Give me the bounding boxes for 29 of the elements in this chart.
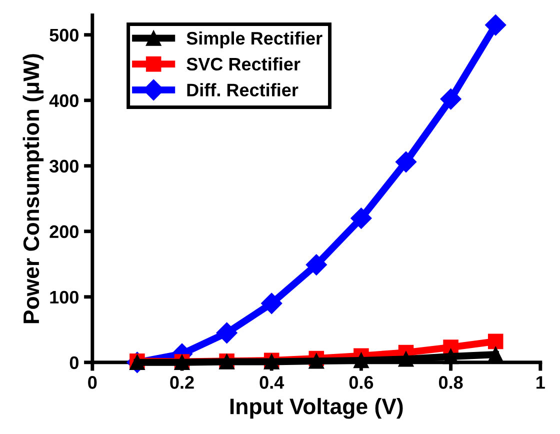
point: [488, 346, 504, 362]
y-tick-label: 200: [50, 225, 78, 238]
point: [440, 88, 462, 110]
point: [216, 322, 238, 344]
point: [350, 208, 372, 229]
point: [395, 151, 417, 172]
y-axis-title: Power Consumption (μW): [22, 54, 44, 324]
legend-label: Diff. Rectifier: [187, 83, 298, 96]
y-tick-label: 100: [50, 290, 78, 304]
point: [485, 14, 506, 36]
point: [261, 292, 282, 314]
x-tick-label: 0.4: [260, 376, 284, 389]
point: [398, 351, 414, 367]
point: [354, 352, 369, 368]
x-tick-label: 0.6: [349, 376, 374, 389]
y-tick-label: 300: [50, 160, 78, 173]
point: [488, 334, 504, 350]
legend-label: SVC Rectifier: [186, 57, 300, 71]
x-tick-label: 0.8: [438, 376, 463, 389]
y-tick-label: 400: [49, 94, 78, 108]
x-axis-title: Input Voltage (V): [230, 398, 403, 419]
y-tick-label: 0: [70, 356, 78, 370]
x-tick-label: 0: [88, 376, 97, 389]
point: [443, 348, 458, 364]
x-tick-label: 0.2: [170, 376, 194, 389]
point: [306, 254, 327, 276]
x-tick-label: 1: [536, 376, 545, 389]
y-tick-label: 500: [50, 28, 78, 42]
legend-label: Simple Rectifier: [186, 31, 322, 48]
